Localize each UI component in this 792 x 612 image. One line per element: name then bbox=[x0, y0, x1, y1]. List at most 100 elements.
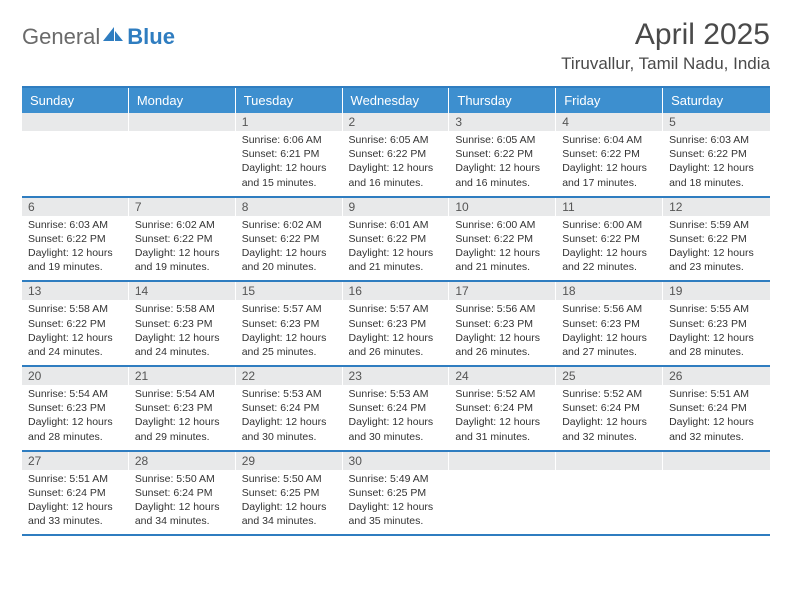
daylight-text: Daylight: 12 hours and 32 minutes. bbox=[562, 415, 656, 443]
day-cell: 9Sunrise: 6:01 AMSunset: 6:22 PMDaylight… bbox=[343, 198, 450, 281]
day-cell: 18 Sunrise: 5:56 AMSunset: 6:23 PMDayligh… bbox=[556, 282, 663, 365]
day-cell: 16Sunrise: 5:57 AMSunset: 6:23 PMDayligh… bbox=[343, 282, 450, 365]
sunrise-text: Sunrise: 6:03 AM bbox=[28, 218, 122, 232]
sunset-text: Sunset: 6:23 PM bbox=[242, 317, 336, 331]
sunset-text: Sunset: 6:22 PM bbox=[135, 232, 229, 246]
day-body: Sunrise: 5:51 AMSunset: 6:24 PMDaylight:… bbox=[22, 470, 128, 535]
day-number: 8 bbox=[236, 198, 342, 216]
day-cell: 20Sunrise: 5:54 AMSunset: 6:23 PMDayligh… bbox=[22, 367, 129, 450]
sunset-text: Sunset: 6:23 PM bbox=[562, 317, 656, 331]
week-row: 20Sunrise: 5:54 AMSunset: 6:23 PMDayligh… bbox=[22, 367, 770, 452]
sunrise-text: Sunrise: 6:00 AM bbox=[562, 218, 656, 232]
day-body: Sunrise: 5:50 AMSunset: 6:25 PMDaylight:… bbox=[236, 470, 342, 535]
sunrise-text: Sunrise: 6:03 AM bbox=[669, 133, 764, 147]
day-cell: 30Sunrise: 5:49 AMSunset: 6:25 PMDayligh… bbox=[343, 452, 450, 535]
day-cell: 26Sunrise: 5:51 AMSunset: 6:24 PMDayligh… bbox=[663, 367, 770, 450]
day-body: Sunrise: 6:03 AMSunset: 6:22 PMDaylight:… bbox=[663, 131, 770, 196]
sunset-text: Sunset: 6:24 PM bbox=[669, 401, 764, 415]
day-body: Sunrise: 5:54 AMSunset: 6:23 PMDaylight:… bbox=[129, 385, 235, 450]
day-cell: 17Sunrise: 5:56 AMSunset: 6:23 PMDayligh… bbox=[449, 282, 556, 365]
sunrise-text: Sunrise: 5:51 AM bbox=[28, 472, 122, 486]
week-row: 27Sunrise: 5:51 AMSunset: 6:24 PMDayligh… bbox=[22, 452, 770, 537]
day-body: Sunrise: 5:52 AMSunset: 6:24 PMDaylight:… bbox=[556, 385, 662, 450]
day-cell: 25Sunrise: 5:52 AMSunset: 6:24 PMDayligh… bbox=[556, 367, 663, 450]
daylight-text: Daylight: 12 hours and 26 minutes. bbox=[349, 331, 443, 359]
sunset-text: Sunset: 6:23 PM bbox=[28, 401, 122, 415]
daylight-text: Daylight: 12 hours and 25 minutes. bbox=[242, 331, 336, 359]
logo-word2: Blue bbox=[127, 24, 175, 50]
day-number: 21 bbox=[129, 367, 235, 385]
month-title: April 2025 bbox=[561, 18, 770, 52]
day-cell: 19Sunrise: 5:55 AMSunset: 6:23 PMDayligh… bbox=[663, 282, 770, 365]
calendar: SundayMondayTuesdayWednesdayThursdayFrid… bbox=[22, 86, 770, 536]
day-number: 30 bbox=[343, 452, 449, 470]
day-number: 5 bbox=[663, 113, 770, 131]
daylight-text: Daylight: 12 hours and 19 minutes. bbox=[28, 246, 122, 274]
daylight-text: Daylight: 12 hours and 19 minutes. bbox=[135, 246, 229, 274]
day-body: Sunrise: 5:52 AMSunset: 6:24 PMDaylight:… bbox=[449, 385, 555, 450]
sunrise-text: Sunrise: 5:56 AM bbox=[562, 302, 656, 316]
sunrise-text: Sunrise: 6:02 AM bbox=[135, 218, 229, 232]
day-number: 26 bbox=[663, 367, 770, 385]
day-body: Sunrise: 5:50 AMSunset: 6:24 PMDaylight:… bbox=[129, 470, 235, 535]
day-body: Sunrise: 5:51 AMSunset: 6:24 PMDaylight:… bbox=[663, 385, 770, 450]
sunrise-text: Sunrise: 5:49 AM bbox=[349, 472, 443, 486]
sunrise-text: Sunrise: 6:02 AM bbox=[242, 218, 336, 232]
day-cell: 22Sunrise: 5:53 AMSunset: 6:24 PMDayligh… bbox=[236, 367, 343, 450]
day-number: 25 bbox=[556, 367, 662, 385]
day-number bbox=[22, 113, 128, 131]
day-body: Sunrise: 5:57 AMSunset: 6:23 PMDaylight:… bbox=[343, 300, 449, 365]
day-header: Saturday bbox=[663, 88, 770, 113]
day-body: Sunrise: 6:03 AMSunset: 6:22 PMDaylight:… bbox=[22, 216, 128, 281]
sunrise-text: Sunrise: 6:04 AM bbox=[562, 133, 656, 147]
day-number: 3 bbox=[449, 113, 555, 131]
daylight-text: Daylight: 12 hours and 18 minutes. bbox=[669, 161, 764, 189]
sunset-text: Sunset: 6:22 PM bbox=[669, 232, 764, 246]
sunset-text: Sunset: 6:23 PM bbox=[349, 317, 443, 331]
day-number bbox=[129, 113, 235, 131]
day-cell: 13Sunrise: 5:58 AMSunset: 6:22 PMDayligh… bbox=[22, 282, 129, 365]
daylight-text: Daylight: 12 hours and 21 minutes. bbox=[455, 246, 549, 274]
sunrise-text: Sunrise: 5:54 AM bbox=[28, 387, 122, 401]
sunrise-text: Sunrise: 5:51 AM bbox=[669, 387, 764, 401]
sunset-text: Sunset: 6:22 PM bbox=[562, 147, 656, 161]
day-cell bbox=[663, 452, 770, 535]
day-header: Thursday bbox=[449, 88, 556, 113]
day-header: Wednesday bbox=[343, 88, 450, 113]
day-cell: 21Sunrise: 5:54 AMSunset: 6:23 PMDayligh… bbox=[129, 367, 236, 450]
sunrise-text: Sunrise: 6:06 AM bbox=[242, 133, 336, 147]
logo-word1: General bbox=[22, 24, 100, 50]
sunrise-text: Sunrise: 5:53 AM bbox=[349, 387, 443, 401]
day-body bbox=[663, 470, 770, 526]
sunset-text: Sunset: 6:22 PM bbox=[242, 232, 336, 246]
day-number: 15 bbox=[236, 282, 342, 300]
sunset-text: Sunset: 6:22 PM bbox=[455, 232, 549, 246]
day-body: Sunrise: 5:56 AMSunset: 6:23 PMDaylight:… bbox=[449, 300, 555, 365]
day-number bbox=[663, 452, 770, 470]
day-body: Sunrise: 5:53 AMSunset: 6:24 PMDaylight:… bbox=[236, 385, 342, 450]
day-cell: 15 Sunrise: 5:57 AMSunset: 6:23 PMDayligh… bbox=[236, 282, 343, 365]
day-cell bbox=[22, 113, 129, 196]
day-body: Sunrise: 6:01 AMSunset: 6:22 PMDaylight:… bbox=[343, 216, 449, 281]
day-body bbox=[449, 470, 555, 526]
daylight-text: Daylight: 12 hours and 24 minutes. bbox=[135, 331, 229, 359]
day-body: Sunrise: 6:00 AMSunset: 6:22 PMDaylight:… bbox=[449, 216, 555, 281]
daylight-text: Daylight: 12 hours and 23 minutes. bbox=[669, 246, 764, 274]
sunset-text: Sunset: 6:24 PM bbox=[455, 401, 549, 415]
day-number bbox=[556, 452, 662, 470]
day-number: 4 bbox=[556, 113, 662, 131]
daylight-text: Daylight: 12 hours and 28 minutes. bbox=[669, 331, 764, 359]
sunrise-text: Sunrise: 5:57 AM bbox=[242, 302, 336, 316]
daylight-text: Daylight: 12 hours and 27 minutes. bbox=[562, 331, 656, 359]
daylight-text: Daylight: 12 hours and 34 minutes. bbox=[242, 500, 336, 528]
day-number: 7 bbox=[129, 198, 235, 216]
sunrise-text: Sunrise: 6:00 AM bbox=[455, 218, 549, 232]
day-number: 6 bbox=[22, 198, 128, 216]
day-number: 18 bbox=[556, 282, 662, 300]
sunrise-text: Sunrise: 6:05 AM bbox=[455, 133, 549, 147]
day-body: Sunrise: 5:54 AMSunset: 6:23 PMDaylight:… bbox=[22, 385, 128, 450]
sunset-text: Sunset: 6:24 PM bbox=[28, 486, 122, 500]
sunrise-text: Sunrise: 6:01 AM bbox=[349, 218, 443, 232]
daylight-text: Daylight: 12 hours and 30 minutes. bbox=[349, 415, 443, 443]
day-number: 13 bbox=[22, 282, 128, 300]
